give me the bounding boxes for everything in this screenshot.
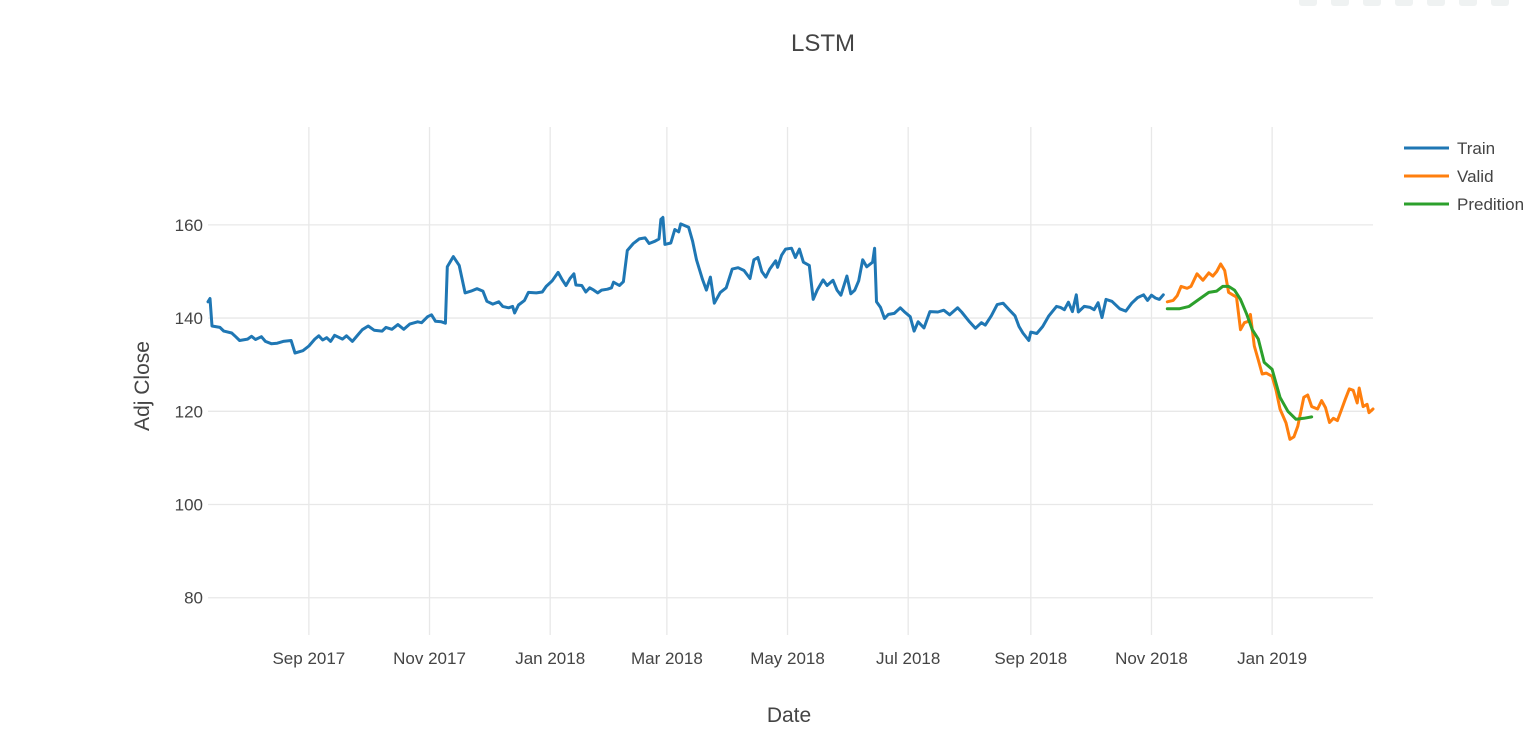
y-tick-label: 100	[175, 496, 203, 515]
legend-item-train[interactable]: Train	[1404, 139, 1495, 158]
reset-axes-icon[interactable]	[1491, 0, 1509, 6]
legend[interactable]: Train Valid Predition	[1404, 139, 1524, 214]
x-tick-label: Jan 2018	[515, 649, 585, 668]
legend-label: Valid	[1457, 167, 1494, 186]
y-tick-label: 160	[175, 216, 203, 235]
x-tick-label: Nov 2017	[393, 649, 466, 668]
grid	[208, 127, 1373, 635]
x-tick-label: Jan 2019	[1237, 649, 1307, 668]
x-tick-label: Mar 2018	[631, 649, 703, 668]
x-tick-label: May 2018	[750, 649, 825, 668]
x-axis-title: Date	[767, 704, 811, 727]
x-tick-label: Sep 2018	[994, 649, 1067, 668]
y-axis-title: Adj Close	[131, 341, 154, 431]
series-line-predition[interactable]	[1165, 284, 1314, 421]
legend-item-valid[interactable]: Valid	[1404, 167, 1494, 186]
legend-item-predition[interactable]: Predition	[1404, 195, 1524, 214]
y-tick-label: 140	[175, 309, 203, 328]
plot-area[interactable]	[206, 215, 1375, 441]
autoscale-icon[interactable]	[1459, 0, 1477, 6]
series-line-train[interactable]	[206, 215, 1165, 355]
x-tick-label: Sep 2017	[272, 649, 345, 668]
axis-ticks: Sep 2017 Nov 2017 Jan 2018 Mar 2018 May 2018…	[175, 216, 1307, 668]
legend-label: Train	[1457, 139, 1495, 158]
x-tick-label: Jul 2018	[876, 649, 940, 668]
zoom-out-icon[interactable]	[1427, 0, 1445, 6]
legend-label: Predition	[1457, 195, 1524, 214]
zoom-icon[interactable]	[1331, 0, 1349, 6]
zoom-in-icon[interactable]	[1395, 0, 1413, 6]
chart-title: LSTM	[791, 30, 855, 57]
modebar	[1299, 0, 1509, 6]
y-tick-label: 80	[184, 589, 203, 608]
y-tick-label: 120	[175, 402, 203, 421]
series-line-valid[interactable]	[1165, 262, 1375, 441]
x-tick-label: Nov 2018	[1115, 649, 1188, 668]
pan-icon[interactable]	[1363, 0, 1381, 6]
camera-icon[interactable]	[1299, 0, 1317, 6]
